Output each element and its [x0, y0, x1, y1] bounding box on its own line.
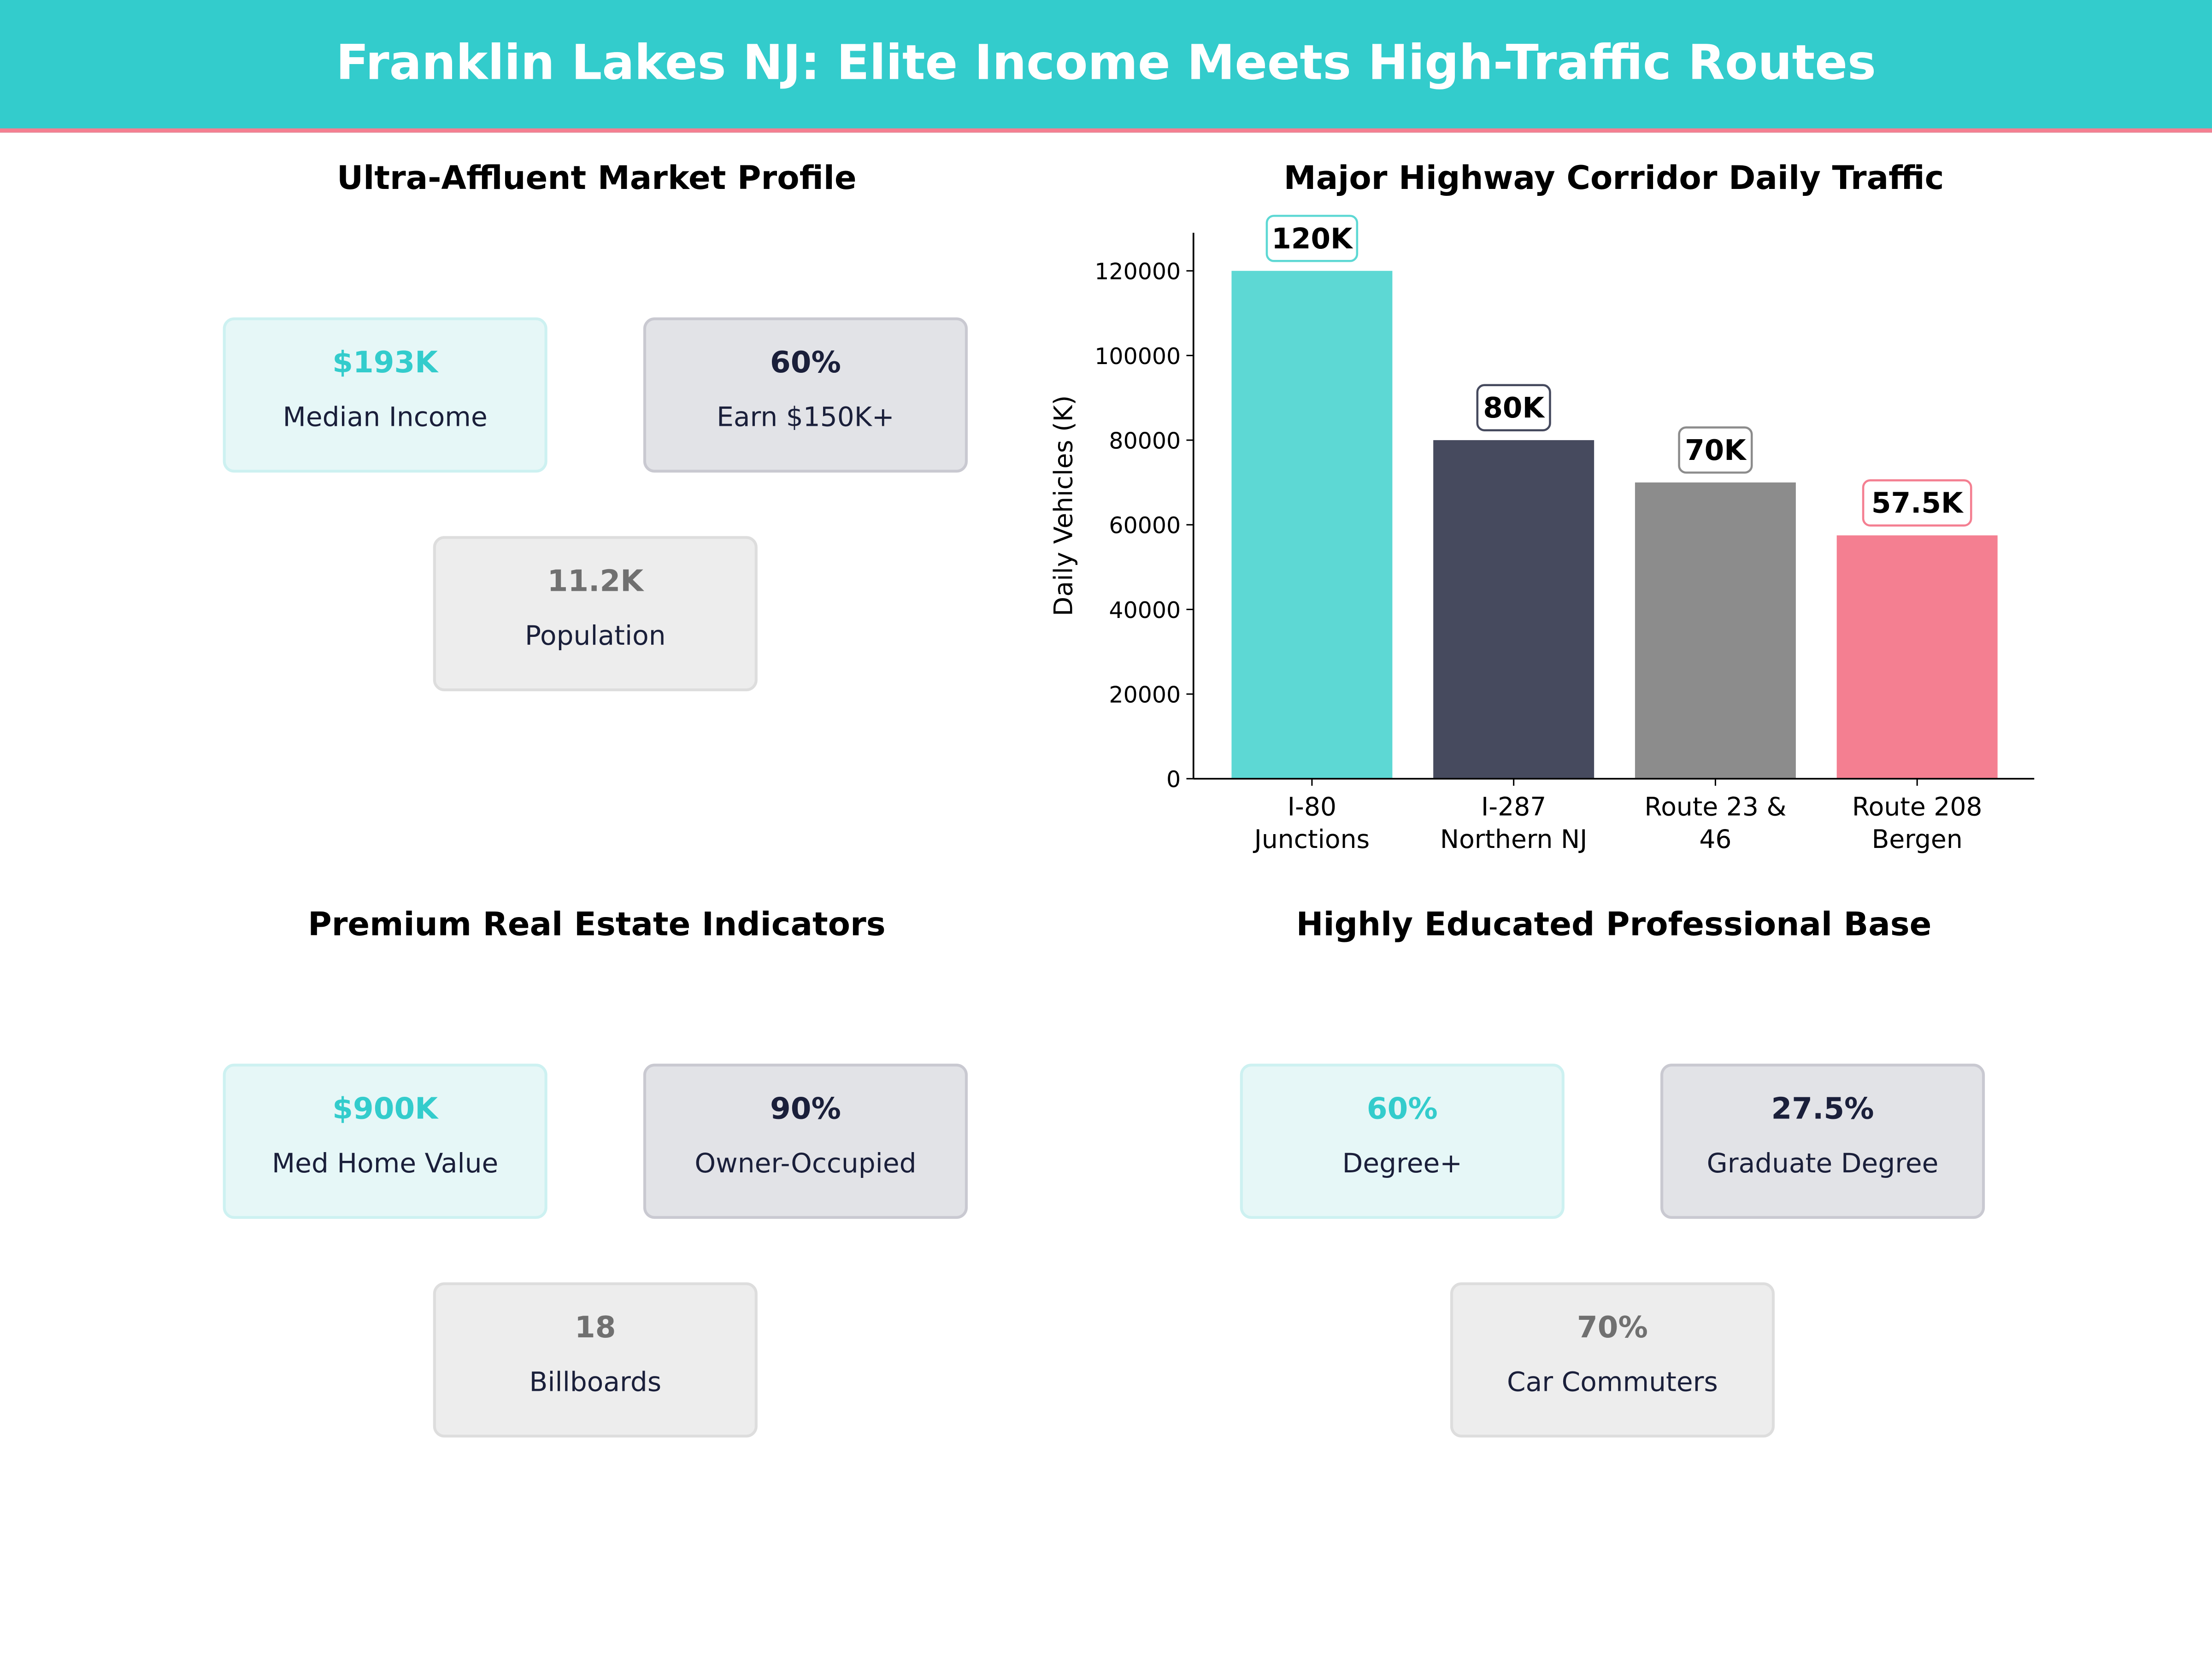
x-tick-label: I-80 [1288, 792, 1336, 821]
data-label: 120K [1271, 223, 1353, 255]
panel-title-market-profile: Ultra-Affluent Market Profile [337, 160, 857, 198]
header-banner: Franklin Lakes NJ: Elite Income Meets Hi… [0, 0, 2212, 133]
bar [1433, 440, 1594, 779]
stat-card-median-income: $193K Median Income [223, 317, 547, 473]
x-tick-label: 46 [1699, 824, 1731, 854]
data-label: 80K [1483, 392, 1545, 424]
stat-card-population: 11.2K Population [433, 536, 758, 691]
y-tick-label: 60000 [1109, 512, 1181, 539]
stat-card-billboards: 18 Billboards [433, 1282, 758, 1438]
stat-value: $193K [332, 345, 438, 380]
stat-card-graduate-degree: 27.5% Graduate Degree [1660, 1064, 1985, 1219]
stat-value: 70% [1577, 1310, 1648, 1345]
data-label-box [1862, 479, 1972, 527]
stat-label: Graduate Degree [1706, 1148, 1939, 1180]
y-tick-label: 100000 [1094, 343, 1181, 370]
x-tick-label: I-287 [1481, 792, 1546, 821]
data-label-box [1678, 426, 1753, 474]
data-label: 70K [1685, 434, 1747, 467]
stat-value: 60% [770, 345, 841, 380]
panel-title-education: Highly Educated Professional Base [1296, 907, 1932, 944]
stat-label: Earn $150K+ [717, 402, 894, 433]
y-tick-label: 80000 [1109, 428, 1181, 454]
stat-value: 18 [575, 1310, 616, 1345]
bar [1231, 271, 1393, 779]
traffic-bar-chart: 120K I-80 Junctions 80K I-287 Northern NJ 70K R… [1049, 215, 2035, 854]
page-title: Franklin Lakes NJ: Elite Income Meets Hi… [335, 35, 1876, 92]
x-tick-label: Route 208 [1852, 792, 1983, 821]
stat-card-earn-150k: 60% Earn $150K+ [643, 317, 968, 473]
y-tick-label: 0 [1166, 766, 1181, 793]
stat-label: Population [525, 620, 666, 652]
x-tick-label: Junctions [1253, 824, 1370, 854]
y-tick-label: 40000 [1109, 597, 1181, 624]
chart-title: Major Highway Corridor Daily Traffic [1283, 160, 1944, 198]
data-label: 57.5K [1871, 487, 1964, 520]
stat-label: Billboards [529, 1367, 662, 1398]
stat-value: 90% [770, 1092, 841, 1126]
stat-value: $900K [332, 1092, 438, 1126]
stat-card-degree: 60% Degree+ [1240, 1064, 1565, 1219]
stat-label: Degree+ [1342, 1148, 1463, 1180]
stat-label: Median Income [282, 402, 488, 433]
data-label-box [1265, 215, 1359, 262]
bar [1635, 482, 1796, 779]
y-axis-label: Daily Vehicles (K) [1049, 395, 1078, 616]
x-tick-label: Route 23 & [1644, 792, 1786, 821]
y-tick-label: 120000 [1094, 259, 1181, 285]
stat-label: Owner-Occupied [694, 1148, 917, 1180]
y-tick-label: 20000 [1109, 682, 1181, 708]
data-label-box [1476, 384, 1551, 431]
x-tick-label: Northern NJ [1440, 824, 1588, 854]
stat-card-car-commuters: 70% Car Commuters [1450, 1282, 1775, 1438]
stat-value: 60% [1366, 1092, 1438, 1126]
stat-card-owner-occupied: 90% Owner-Occupied [643, 1064, 968, 1219]
stat-value: 11.2K [547, 564, 644, 598]
bar [1836, 535, 1998, 779]
stat-value: 27.5% [1771, 1092, 1874, 1126]
stat-label: Car Commuters [1507, 1367, 1718, 1398]
x-tick-label: Bergen [1872, 824, 1963, 854]
panel-title-real-estate: Premium Real Estate Indicators [308, 907, 886, 944]
stat-card-home-value: $900K Med Home Value [223, 1064, 547, 1219]
stat-label: Med Home Value [271, 1148, 499, 1180]
